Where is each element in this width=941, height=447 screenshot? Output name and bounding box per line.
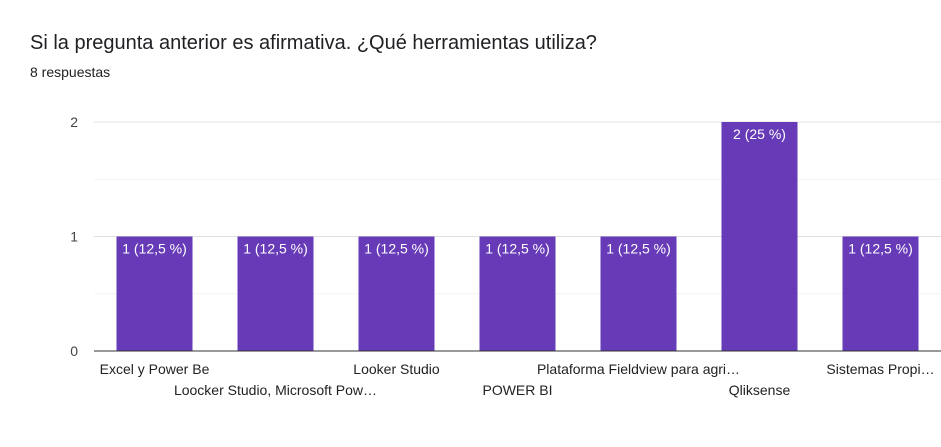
data-label: 1 (12,5 %) [848, 241, 913, 257]
bars: 1 (12,5 %) 1 (12,5 %) 1 (12,5 %) 1 (12,5 %)… [116, 122, 919, 351]
response-count: 8 respuestas [30, 64, 111, 80]
bar [116, 236, 193, 351]
chart-title: Si la pregunta anterior es afirmativa. ¿… [30, 32, 597, 54]
bar [479, 236, 556, 351]
y-tick-label: 0 [70, 343, 78, 359]
y-axis-ticks: 0 1 2 [70, 114, 78, 359]
bar [721, 122, 798, 351]
data-label: 1 (12,5 %) [243, 241, 308, 257]
data-label: 1 (12,5 %) [606, 241, 671, 257]
data-label: 1 (12,5 %) [485, 241, 550, 257]
data-label: 2 (25 %) [733, 126, 786, 142]
x-axis-label: POWER BI [482, 382, 552, 398]
bar [237, 236, 314, 351]
x-axis-label: Plataforma Fieldview para agri… [537, 361, 740, 377]
x-axis-label: Excel y Power Be [100, 361, 210, 377]
bar [842, 236, 919, 351]
x-axis-label: Loocker Studio, Microsoft Pow… [174, 382, 377, 398]
data-label: 1 (12,5 %) [122, 241, 187, 257]
bar [600, 236, 677, 351]
y-tick-label: 1 [70, 229, 78, 245]
x-axis-label: Sistemas Propi… [826, 361, 934, 377]
bar [358, 236, 435, 351]
x-axis-label: Qliksense [729, 382, 791, 398]
x-axis-label: Looker Studio [353, 361, 440, 377]
x-axis-labels: Excel y Power Be Loocker Studio, Microsof… [100, 361, 935, 398]
data-label: 1 (12,5 %) [364, 241, 429, 257]
y-tick-label: 2 [70, 114, 78, 130]
